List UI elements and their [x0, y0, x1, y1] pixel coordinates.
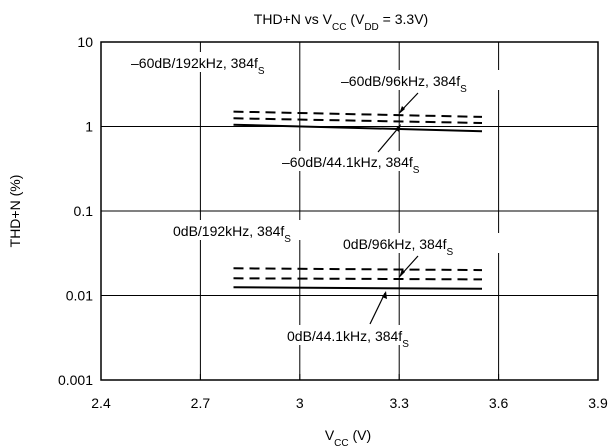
- annotation-bg: [278, 151, 456, 171]
- x-tick-label: 2.7: [191, 395, 211, 411]
- x-tick-label: 2.4: [91, 395, 111, 411]
- series-line-1: [233, 117, 483, 124]
- arrowhead: [399, 269, 405, 278]
- series-line-2: [233, 123, 483, 133]
- annotation-arrows: [369, 92, 419, 325]
- annotation-0db-192khz: 0dB/192kHz, 384fS: [173, 223, 291, 245]
- annotation-0db-96khz: 0dB/96kHz, 384fS: [343, 236, 454, 258]
- arrow-0db-44khz: [369, 292, 386, 325]
- x-axis-ticks: 2.4 2.7 3 3.3 3.6 3.9: [91, 374, 608, 411]
- annotation-bg: [337, 70, 503, 90]
- y-tick-label: 10: [77, 34, 93, 50]
- grid-lines: [101, 42, 598, 380]
- arrowhead: [382, 291, 387, 299]
- y-tick-label: 1: [85, 119, 93, 135]
- y-axis-label: THD+N (%): [7, 175, 23, 248]
- annotation-60db-96khz: –60dB/96kHz, 384fS: [341, 73, 467, 95]
- x-tick-label: 3.9: [588, 395, 608, 411]
- annotation-bg: [170, 220, 320, 240]
- annotation-bg: [126, 52, 272, 72]
- annotation-bg: [282, 325, 450, 345]
- chart-title: THD+N vs VCC (VDD = 3.3V): [254, 11, 428, 33]
- series-line-0: [233, 110, 483, 118]
- y-tick-label: 0.01: [66, 288, 93, 304]
- series-line-3: [233, 267, 483, 272]
- annotation-60db-44khz: –60dB/44.1kHz, 384fS: [282, 154, 420, 176]
- y-tick-label: 0.001: [58, 372, 93, 388]
- annotation-0db-44khz: 0dB/44.1kHz, 384fS: [287, 328, 409, 350]
- x-tick-label: 3.6: [489, 395, 509, 411]
- data-series: [233, 110, 483, 290]
- annotation-60db-192khz: –60dB/192kHz, 384fS: [131, 55, 265, 77]
- series-line-5: [233, 286, 483, 290]
- x-axis-label: VCC (V): [325, 427, 371, 447]
- x-tick-label: 3: [296, 395, 304, 411]
- arrowhead: [395, 124, 401, 132]
- x-tick-label: 3.3: [389, 395, 409, 411]
- arrowhead: [399, 106, 405, 114]
- annotations: –60dB/192kHz, 384fS –60dB/96kHz, 384fS –…: [126, 52, 503, 350]
- y-tick-label: 0.1: [74, 203, 94, 219]
- series-line-4: [233, 277, 483, 281]
- y-axis-ticks: 0.001 0.01 0.1 1 10: [58, 34, 107, 388]
- arrow-60db-44khz: [377, 125, 401, 153]
- annotation-bg: [339, 233, 501, 253]
